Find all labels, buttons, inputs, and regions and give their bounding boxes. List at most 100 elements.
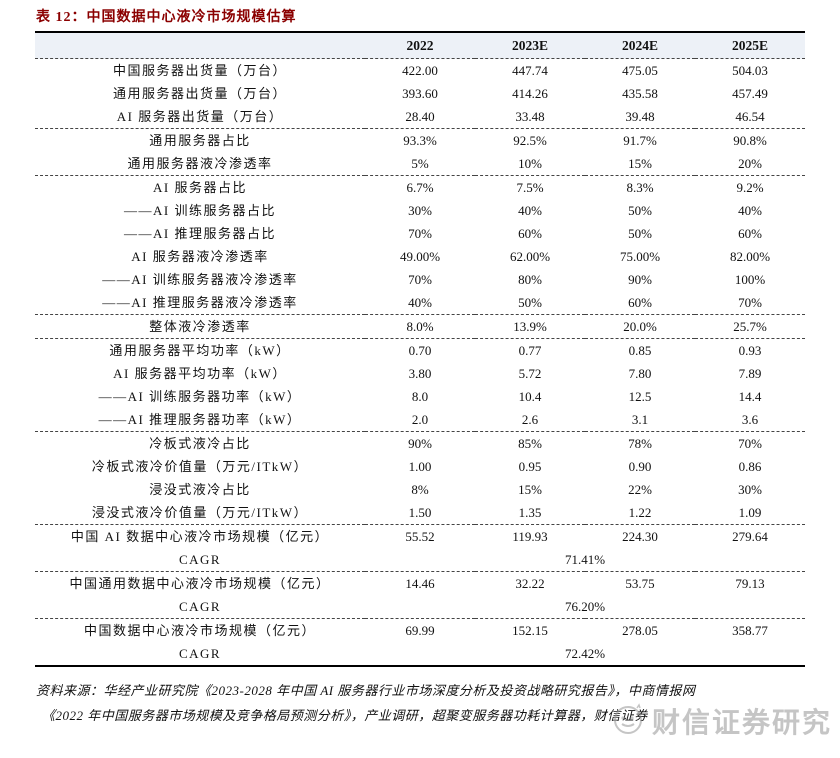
cell-value: 79.13 (735, 576, 765, 591)
cell-value: 69.99 (405, 623, 435, 638)
table-row: ——AI 推理服务器占比 70% 60% 50% 60% (35, 222, 805, 245)
table-body: 中国服务器出货量（万台） 422.00 447.74 475.05 504.03 通用服务… (35, 59, 805, 666)
cell-value: 2.0 (411, 412, 429, 427)
table-row: 通用服务器出货量（万台） 393.60 414.26 435.58 457.49 (35, 82, 805, 105)
cell-value: 15% (628, 156, 652, 171)
cell-value: 30% (408, 203, 432, 218)
cell-value: 12.5 (628, 389, 652, 404)
table-row: 中国数据中心液冷市场规模（亿元） 69.99 152.15 278.05 358.77 (35, 618, 805, 643)
cell-value: 50% (628, 203, 652, 218)
cell-value: 100% (734, 272, 766, 287)
cell-value: 152.15 (512, 623, 548, 638)
cell-value: 393.60 (402, 86, 438, 101)
cell-value: 90% (408, 436, 432, 451)
cell-value: 5.72 (518, 366, 542, 381)
cell-value: 91.7% (623, 133, 657, 148)
cell-value: 28.40 (405, 109, 435, 124)
cell-value: 92.5% (513, 133, 547, 148)
cell-value: 435.58 (622, 86, 658, 101)
row-label: ——AI 训练服务器占比 (124, 203, 276, 218)
cell-value: 53.75 (625, 576, 655, 591)
cell-value: 1.50 (408, 505, 432, 520)
cell-value: 82.00% (729, 249, 771, 264)
table-row: 冷板式液冷价值量（万元/ITkW） 1.00 0.95 0.90 0.86 (35, 455, 805, 478)
cell-value: 0.86 (738, 459, 762, 474)
cell-value: 8.0% (406, 319, 434, 334)
cell-value: 358.77 (732, 623, 768, 638)
cell-value: 9.2% (736, 180, 764, 195)
row-label: 通用服务器平均功率（kW） (109, 343, 291, 358)
cell-value: 70% (738, 295, 762, 310)
row-label: 中国服务器出货量（万台） (112, 63, 287, 78)
cell-value: 60% (628, 295, 652, 310)
cagr-row: CAGR 71.41% (35, 548, 805, 572)
cell-value: 278.05 (622, 623, 658, 638)
row-label: CAGR (178, 646, 222, 661)
row-label: 中国数据中心液冷市场规模（亿元） (83, 623, 316, 638)
row-label: ——AI 推理服务器液冷渗透率 (102, 295, 298, 310)
row-label: 整体液冷渗透率 (149, 319, 251, 334)
cell-value: 70% (738, 436, 762, 451)
cell-value: 422.00 (402, 63, 438, 78)
cell-value: 3.1 (631, 412, 649, 427)
cell-value: 60% (518, 226, 542, 241)
header-year-2022: 2022 (406, 38, 434, 53)
row-label: AI 服务器平均功率（kW） (113, 366, 287, 381)
cell-value: 15% (518, 482, 542, 497)
table-row: ——AI 推理服务器液冷渗透率 40% 50% 60% 70% (35, 291, 805, 315)
cell-value: 0.95 (518, 459, 542, 474)
cell-value: 447.74 (512, 63, 548, 78)
cell-value: 70% (408, 272, 432, 287)
cagr-value: 76.20% (564, 599, 606, 614)
row-label: 中国 AI 数据中心液冷市场规模（亿元） (70, 529, 330, 544)
cell-value: 2.6 (521, 412, 539, 427)
cell-value: 457.49 (732, 86, 768, 101)
cell-value: 0.93 (738, 343, 762, 358)
cell-value: 13.9% (513, 319, 547, 334)
table-row: 中国服务器出货量（万台） 422.00 447.74 475.05 504.03 (35, 59, 805, 83)
table-row: 整体液冷渗透率 8.0% 13.9% 20.0% 25.7% (35, 314, 805, 339)
cell-value: 8.0 (411, 389, 429, 404)
cell-value: 40% (408, 295, 432, 310)
table-row: AI 服务器占比 6.7% 7.5% 8.3% 9.2% (35, 175, 805, 200)
row-label: 浸没式液冷价值量（万元/ITkW） (91, 505, 309, 520)
cell-value: 39.48 (625, 109, 655, 124)
cell-value: 46.54 (735, 109, 765, 124)
cell-value: 7.80 (628, 366, 652, 381)
cell-value: 49.00% (399, 249, 441, 264)
table-row: ——AI 训练服务器功率（kW） 8.0 10.4 12.5 14.4 (35, 385, 805, 408)
cell-value: 85% (518, 436, 542, 451)
row-label: 冷板式液冷价值量（万元/ITkW） (91, 459, 309, 474)
cell-value: 3.6 (741, 412, 759, 427)
row-label: 通用服务器占比 (149, 133, 251, 148)
cell-value: 0.90 (628, 459, 652, 474)
row-label: 通用服务器液冷渗透率 (127, 156, 273, 171)
row-label: CAGR (178, 552, 222, 567)
header-year-2023e: 2023E (511, 38, 548, 53)
row-label: ——AI 推理服务器功率（kW） (98, 412, 302, 427)
table-row: 冷板式液冷占比 90% 85% 78% 70% (35, 431, 805, 456)
cell-value: 50% (518, 295, 542, 310)
cell-value: 224.30 (622, 529, 658, 544)
cagr-row: CAGR 76.20% (35, 595, 805, 619)
cell-value: 1.35 (518, 505, 542, 520)
header-year-2025e: 2025E (731, 38, 768, 53)
cell-value: 7.89 (738, 366, 762, 381)
cell-value: 3.80 (408, 366, 432, 381)
table-row: 中国 AI 数据中心液冷市场规模（亿元） 55.52 119.93 224.30 279… (35, 524, 805, 549)
table-row: AI 服务器平均功率（kW） 3.80 5.72 7.80 7.89 (35, 362, 805, 385)
cell-value: 0.70 (408, 343, 432, 358)
cell-value: 1.00 (408, 459, 432, 474)
cell-value: 40% (738, 203, 762, 218)
cell-value: 30% (738, 482, 762, 497)
cell-value: 0.85 (628, 343, 652, 358)
source-line-1: 资料来源：华经产业研究院《2023-2028 年中国 AI 服务器行业市场深度分… (36, 683, 696, 698)
cell-value: 1.22 (628, 505, 652, 520)
cell-value: 60% (738, 226, 762, 241)
cell-value: 414.26 (512, 86, 548, 101)
source-note: 资料来源：华经产业研究院《2023-2028 年中国 AI 服务器行业市场深度分… (36, 678, 816, 728)
row-label: 通用服务器出货量（万台） (112, 86, 287, 101)
cell-value: 14.4 (738, 389, 762, 404)
table-row: 通用服务器液冷渗透率 5% 10% 15% 20% (35, 152, 805, 176)
